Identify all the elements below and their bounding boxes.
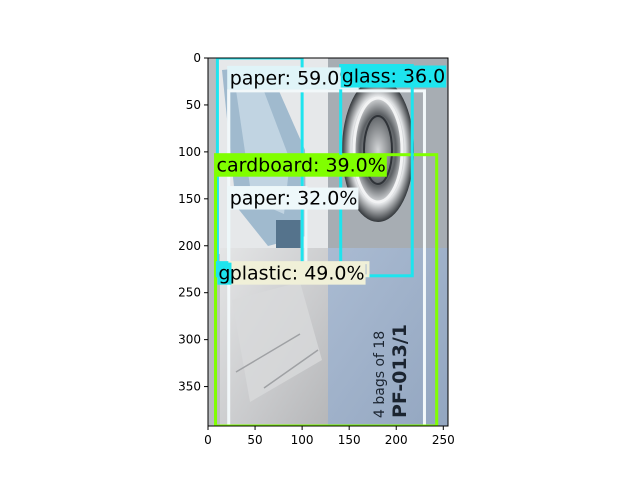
y-tick-label: 200 [178, 239, 201, 253]
x-tick-label: 0 [204, 433, 212, 447]
can-rim [352, 96, 404, 204]
y-tick-label: 300 [178, 333, 201, 347]
detection-label-cardboard: cardboard: 39.0% [217, 155, 386, 177]
x-tick-label: 100 [291, 433, 314, 447]
bag-crease [235, 333, 319, 389]
bottle-highlight [236, 86, 290, 214]
detection-labels: paper: 59.0% cardboard: 39.0% paper: 32.0%… [215, 65, 447, 285]
y-tick-label: 50 [186, 98, 201, 112]
detection-label-paper: paper: 32.0% [230, 188, 358, 210]
detection-label-bg-paper [228, 67, 359, 90]
detection-label-bg-plastic [228, 262, 366, 285]
y-tick-label: 350 [178, 380, 201, 394]
x-tick-label: 200 [385, 433, 408, 447]
y-tick-label: 250 [178, 286, 201, 300]
carton-text-line1: 4 bags of 18 [372, 331, 388, 418]
x-tick-label: 150 [338, 433, 361, 447]
detections-layer: paper: 59.0% cardboard: 39.0% paper: 32.0%… [214, 58, 447, 426]
detection-label-bg-cardboard [215, 154, 387, 177]
carton-text-group: 4 bags of 18 PF-013/1 [372, 324, 411, 418]
detection-label-bg-paper [228, 187, 359, 210]
can-rim-inner [363, 115, 393, 185]
bag-fold [232, 282, 322, 402]
y-tick-label: 0 [193, 51, 201, 65]
detection-label-bg-glass [217, 262, 232, 285]
y-axis: 0 50 100 150 200 250 300 350 [178, 51, 208, 394]
x-tick-label: 50 [247, 433, 262, 447]
x-axis: 0 50 100 150 200 250 [204, 426, 455, 447]
detection-label-bg-glass [340, 65, 447, 88]
axes-frame [207, 57, 449, 427]
bottle-cap [276, 220, 302, 248]
detection-label-paper: paper: 59.0% [230, 67, 358, 89]
carton-text-line2: PF-013/1 [389, 324, 411, 418]
detection-label-glass: glass: 36.0 [342, 66, 446, 88]
detection-label-glass: g [218, 263, 230, 285]
x-tick-label: 250 [432, 433, 455, 447]
detection-label-plastic: plastic: 49.0% [230, 263, 365, 285]
y-tick-label: 150 [178, 192, 201, 206]
y-tick-label: 100 [178, 145, 201, 159]
